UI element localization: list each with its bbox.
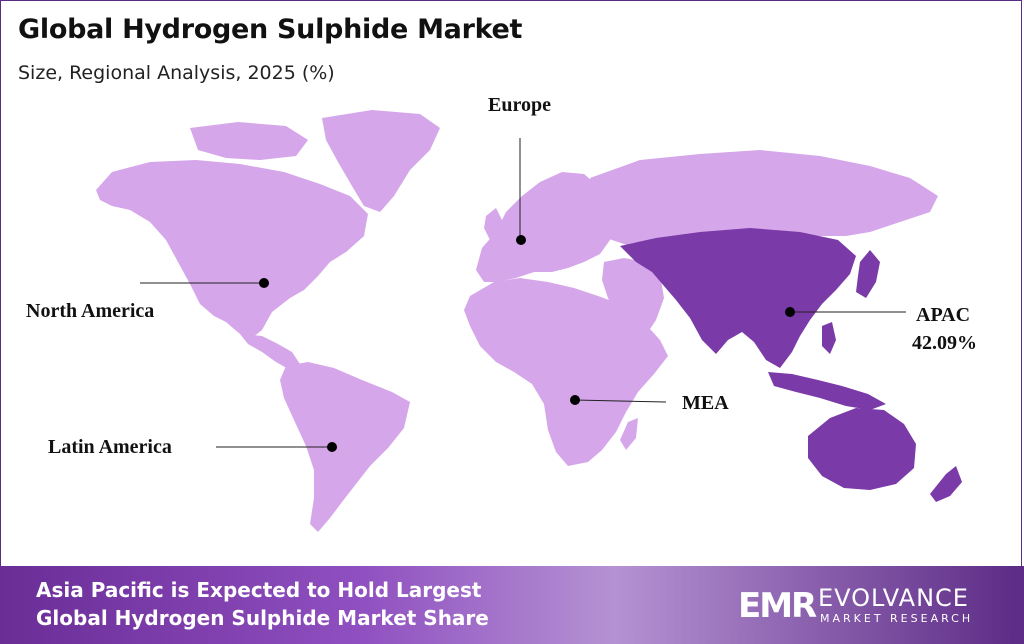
new-zealand-shape bbox=[930, 466, 962, 502]
apac-value: 42.09% bbox=[912, 332, 977, 354]
evolvance-logo: EMR EVOLVANCE MARKET RESEARCH bbox=[738, 584, 1008, 628]
chart-title: Global Hydrogen Sulphide Market bbox=[18, 14, 523, 45]
banner-line-1: Asia Pacific is Expected to Hold Largest bbox=[36, 578, 482, 602]
north-asia-shape bbox=[590, 150, 938, 246]
banner-headline: Asia Pacific is Expected to Hold Largest… bbox=[36, 576, 489, 632]
banner-line-2: Global Hydrogen Sulphide Market Share bbox=[36, 606, 489, 630]
logo-name: EVOLVANCE bbox=[818, 584, 969, 612]
africa-shape bbox=[464, 278, 668, 466]
mea-leader bbox=[574, 399, 667, 403]
apac-label: APAC bbox=[916, 304, 971, 326]
greenland-shape bbox=[322, 110, 440, 212]
north-america-shape bbox=[96, 160, 368, 338]
philippines-shape bbox=[822, 322, 836, 354]
apac-mainland-shape bbox=[620, 228, 856, 368]
europe-shape bbox=[476, 172, 612, 282]
australia-shape bbox=[808, 408, 916, 490]
mea-dot bbox=[570, 395, 580, 405]
latin-america-dot bbox=[327, 442, 337, 452]
north-america-dot bbox=[259, 278, 269, 288]
madagascar-shape bbox=[620, 418, 638, 450]
footer-banner: Asia Pacific is Expected to Hold Largest… bbox=[0, 566, 1024, 644]
latin-america-label: Latin America bbox=[48, 436, 172, 458]
arctic-islands-shape bbox=[190, 122, 308, 160]
logo-subtitle: MARKET RESEARCH bbox=[820, 612, 974, 625]
south-america-shape bbox=[280, 362, 410, 532]
mea-label: MEA bbox=[682, 392, 729, 414]
central-america-shape bbox=[240, 334, 300, 370]
apac-dot bbox=[785, 307, 795, 317]
europe-label: Europe bbox=[488, 94, 551, 116]
north-america-label: North America bbox=[26, 300, 155, 322]
logo-mark: EMR bbox=[738, 586, 817, 626]
japan-shape bbox=[856, 250, 880, 298]
uk-shape bbox=[484, 208, 502, 240]
chart-subtitle: Size, Regional Analysis, 2025 (%) bbox=[18, 62, 335, 84]
southeast-asia-islands-shape bbox=[768, 372, 886, 410]
world-map bbox=[96, 110, 962, 532]
europe-dot bbox=[516, 235, 526, 245]
middle-east-shape bbox=[602, 258, 664, 338]
